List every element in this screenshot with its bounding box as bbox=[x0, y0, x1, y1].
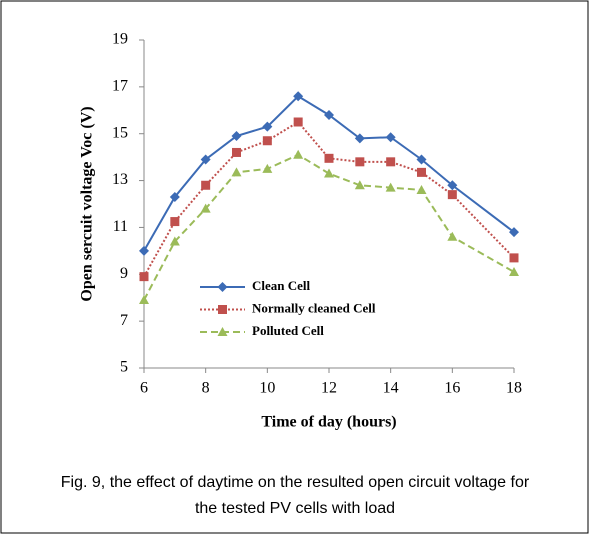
marker bbox=[139, 245, 149, 256]
legend-marker bbox=[218, 305, 227, 314]
marker bbox=[293, 117, 303, 127]
x-tick-label: 6 bbox=[140, 380, 148, 397]
y-tick-label: 5 bbox=[120, 359, 128, 376]
marker bbox=[509, 253, 519, 263]
series-line bbox=[143, 94, 515, 252]
x-tick-label: 12 bbox=[321, 380, 337, 397]
marker bbox=[139, 272, 149, 282]
marker bbox=[509, 227, 519, 238]
legend-label: Normally cleaned Cell bbox=[252, 300, 376, 315]
x-tick-label: 10 bbox=[259, 380, 275, 397]
x-tick-label: 18 bbox=[506, 380, 522, 397]
y-tick-label: 7 bbox=[120, 312, 128, 329]
marker bbox=[447, 180, 458, 191]
marker bbox=[324, 168, 334, 178]
y-tick-label: 17 bbox=[112, 78, 128, 95]
marker bbox=[170, 217, 180, 227]
y-tick-label: 11 bbox=[113, 218, 128, 235]
marker bbox=[509, 266, 519, 276]
marker bbox=[354, 180, 365, 190]
marker bbox=[262, 163, 273, 173]
marker bbox=[447, 190, 457, 200]
marker bbox=[385, 182, 396, 192]
marker bbox=[200, 154, 211, 165]
legend-marker bbox=[217, 282, 228, 292]
y-axis-label: Open sercuit voltage Voc (V) bbox=[79, 106, 96, 301]
marker bbox=[324, 109, 334, 120]
marker bbox=[355, 157, 365, 167]
marker bbox=[232, 147, 241, 157]
y-tick-label: 9 bbox=[120, 265, 128, 282]
series-line bbox=[143, 153, 515, 301]
marker bbox=[262, 136, 272, 146]
legend-marker bbox=[217, 327, 228, 336]
y-tick-label: 15 bbox=[112, 124, 128, 141]
marker bbox=[139, 295, 149, 305]
marker bbox=[293, 91, 304, 102]
marker bbox=[200, 203, 211, 213]
x-axis-label: Time of day (hours) bbox=[261, 414, 396, 431]
x-tick-label: 14 bbox=[383, 380, 399, 397]
legend-label: Polluted Cell bbox=[252, 323, 324, 338]
marker bbox=[231, 167, 242, 177]
marker bbox=[417, 167, 426, 177]
y-tick-label: 19 bbox=[112, 31, 128, 48]
marker bbox=[231, 131, 242, 142]
marker bbox=[169, 191, 180, 202]
marker bbox=[262, 121, 273, 132]
marker bbox=[386, 157, 396, 167]
y-tick-label: 13 bbox=[112, 171, 128, 188]
marker bbox=[324, 153, 334, 163]
series-line bbox=[143, 120, 515, 278]
legend-label: Clean Cell bbox=[252, 278, 311, 293]
marker bbox=[169, 236, 180, 246]
marker bbox=[416, 184, 427, 194]
x-tick-label: 16 bbox=[444, 380, 460, 397]
x-tick-label: 8 bbox=[202, 380, 210, 397]
marker bbox=[416, 154, 427, 165]
marker bbox=[354, 133, 365, 144]
marker bbox=[293, 149, 304, 159]
marker bbox=[447, 231, 458, 241]
caption: Fig. 9, the effect of daytime on the res… bbox=[60, 474, 530, 517]
marker bbox=[385, 132, 396, 143]
marker bbox=[201, 180, 211, 190]
